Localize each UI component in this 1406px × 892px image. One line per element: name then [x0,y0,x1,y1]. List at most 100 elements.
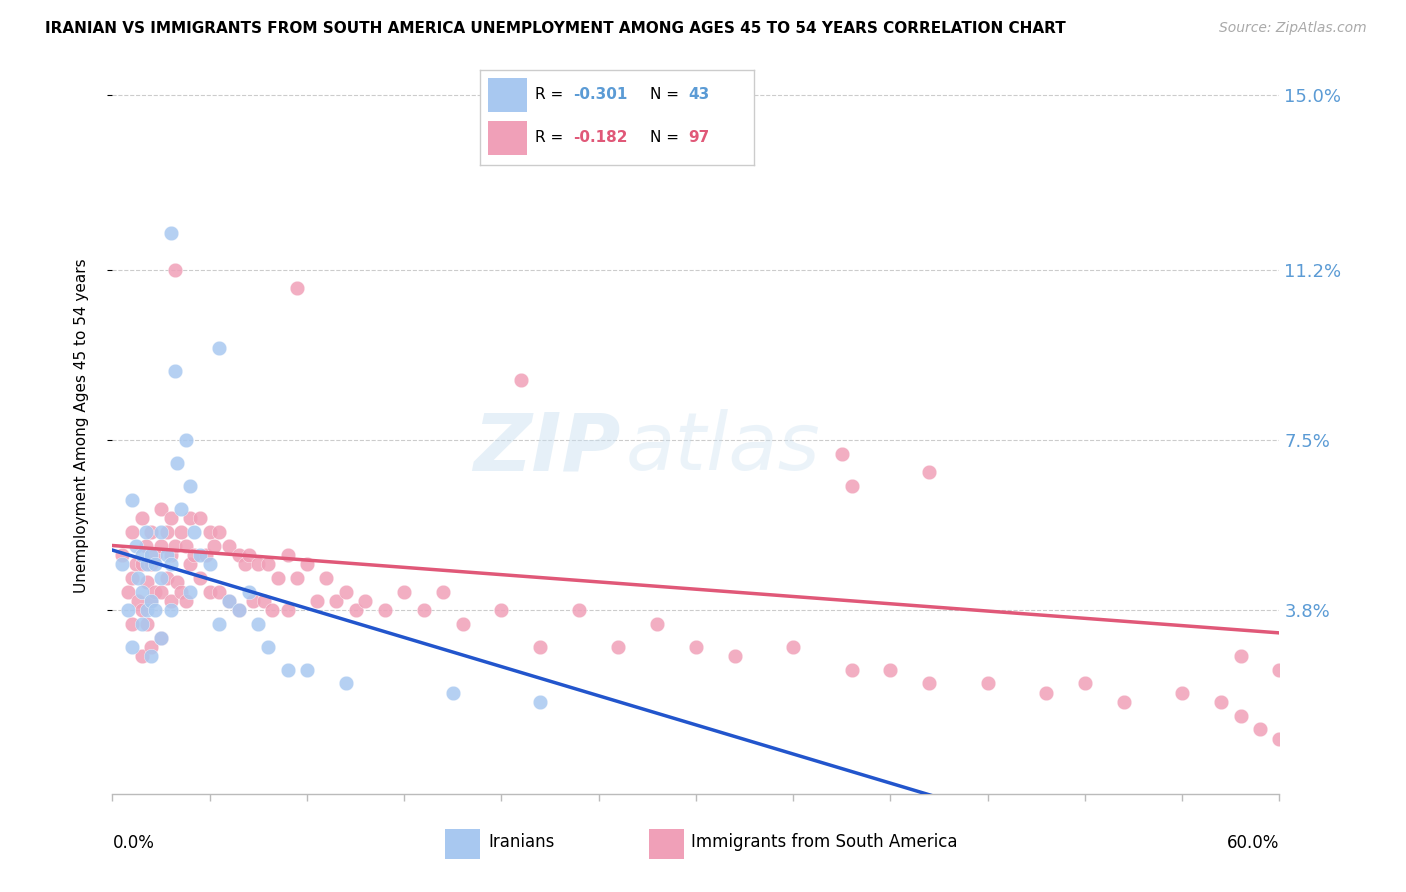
Point [831,446,853,460]
Point [121,492,143,507]
Point [491,603,513,617]
Point [188,511,211,525]
Point [111,557,134,571]
Point [117,603,139,617]
Point [1074,676,1097,690]
Point [315,571,337,585]
Point [135,539,157,553]
Point [198,584,221,599]
Point [285,281,308,295]
Point [131,616,153,631]
Point [188,548,211,562]
Point [135,524,157,539]
Point [160,593,183,607]
Point [131,648,153,663]
Point [160,511,183,525]
Point [295,557,318,571]
Point [724,648,747,663]
Point [150,501,173,516]
Point [136,557,159,571]
Text: ZIP: ZIP [472,409,620,487]
Point [169,584,191,599]
Point [247,557,270,571]
Point [156,524,179,539]
Point [267,571,290,585]
Point [260,603,283,617]
Point [879,663,901,677]
Point [1035,686,1057,700]
Point [176,593,198,607]
Point [198,524,221,539]
Y-axis label: Unemployment Among Ages 45 to 54 years: Unemployment Among Ages 45 to 54 years [75,259,89,593]
Point [841,663,863,677]
Point [208,616,231,631]
Point [131,603,153,617]
Point [233,557,256,571]
Point [238,548,260,562]
Point [183,548,205,562]
Point [160,603,183,617]
Point [150,524,173,539]
Point [179,557,201,571]
Text: Immigrants from South America: Immigrants from South America [692,833,957,851]
Point [141,557,163,571]
Text: 60.0%: 60.0% [1227,834,1279,853]
Point [208,524,231,539]
Point [218,593,240,607]
Point [335,584,357,599]
Point [1249,723,1271,737]
Point [117,584,139,599]
Point [257,557,280,571]
Point [141,593,163,607]
Point [169,524,191,539]
Point [141,593,163,607]
Point [607,640,630,654]
Point [179,511,201,525]
Point [208,341,231,355]
Text: Iranians: Iranians [488,833,554,851]
Point [166,575,188,590]
Point [143,584,166,599]
Point [143,603,166,617]
Point [918,676,941,690]
Point [228,603,250,617]
Point [645,616,668,631]
Point [141,524,163,539]
Point [305,593,328,607]
Point [156,571,179,585]
Point [285,571,308,585]
Point [131,557,153,571]
Point [136,603,159,617]
Point [295,663,318,677]
Point [1229,708,1251,723]
Point [276,548,298,562]
Point [242,593,264,607]
Point [194,548,217,562]
Point [150,631,173,645]
Point [841,479,863,493]
Point [136,575,159,590]
Point [568,603,591,617]
Point [125,539,148,553]
Point [1112,695,1135,709]
Point [441,686,464,700]
Point [218,539,240,553]
Point [335,676,357,690]
Point [1268,663,1291,677]
Point [1229,648,1251,663]
Point [150,584,173,599]
Point [394,584,416,599]
Point [121,571,143,585]
Point [127,571,149,585]
Point [188,571,211,585]
Point [918,465,941,479]
Point [150,571,173,585]
Point [163,364,186,378]
Point [160,548,183,562]
Point [782,640,804,654]
Point [344,603,367,617]
Point [253,593,276,607]
Point [198,557,221,571]
Point [131,584,153,599]
Point [131,511,153,525]
